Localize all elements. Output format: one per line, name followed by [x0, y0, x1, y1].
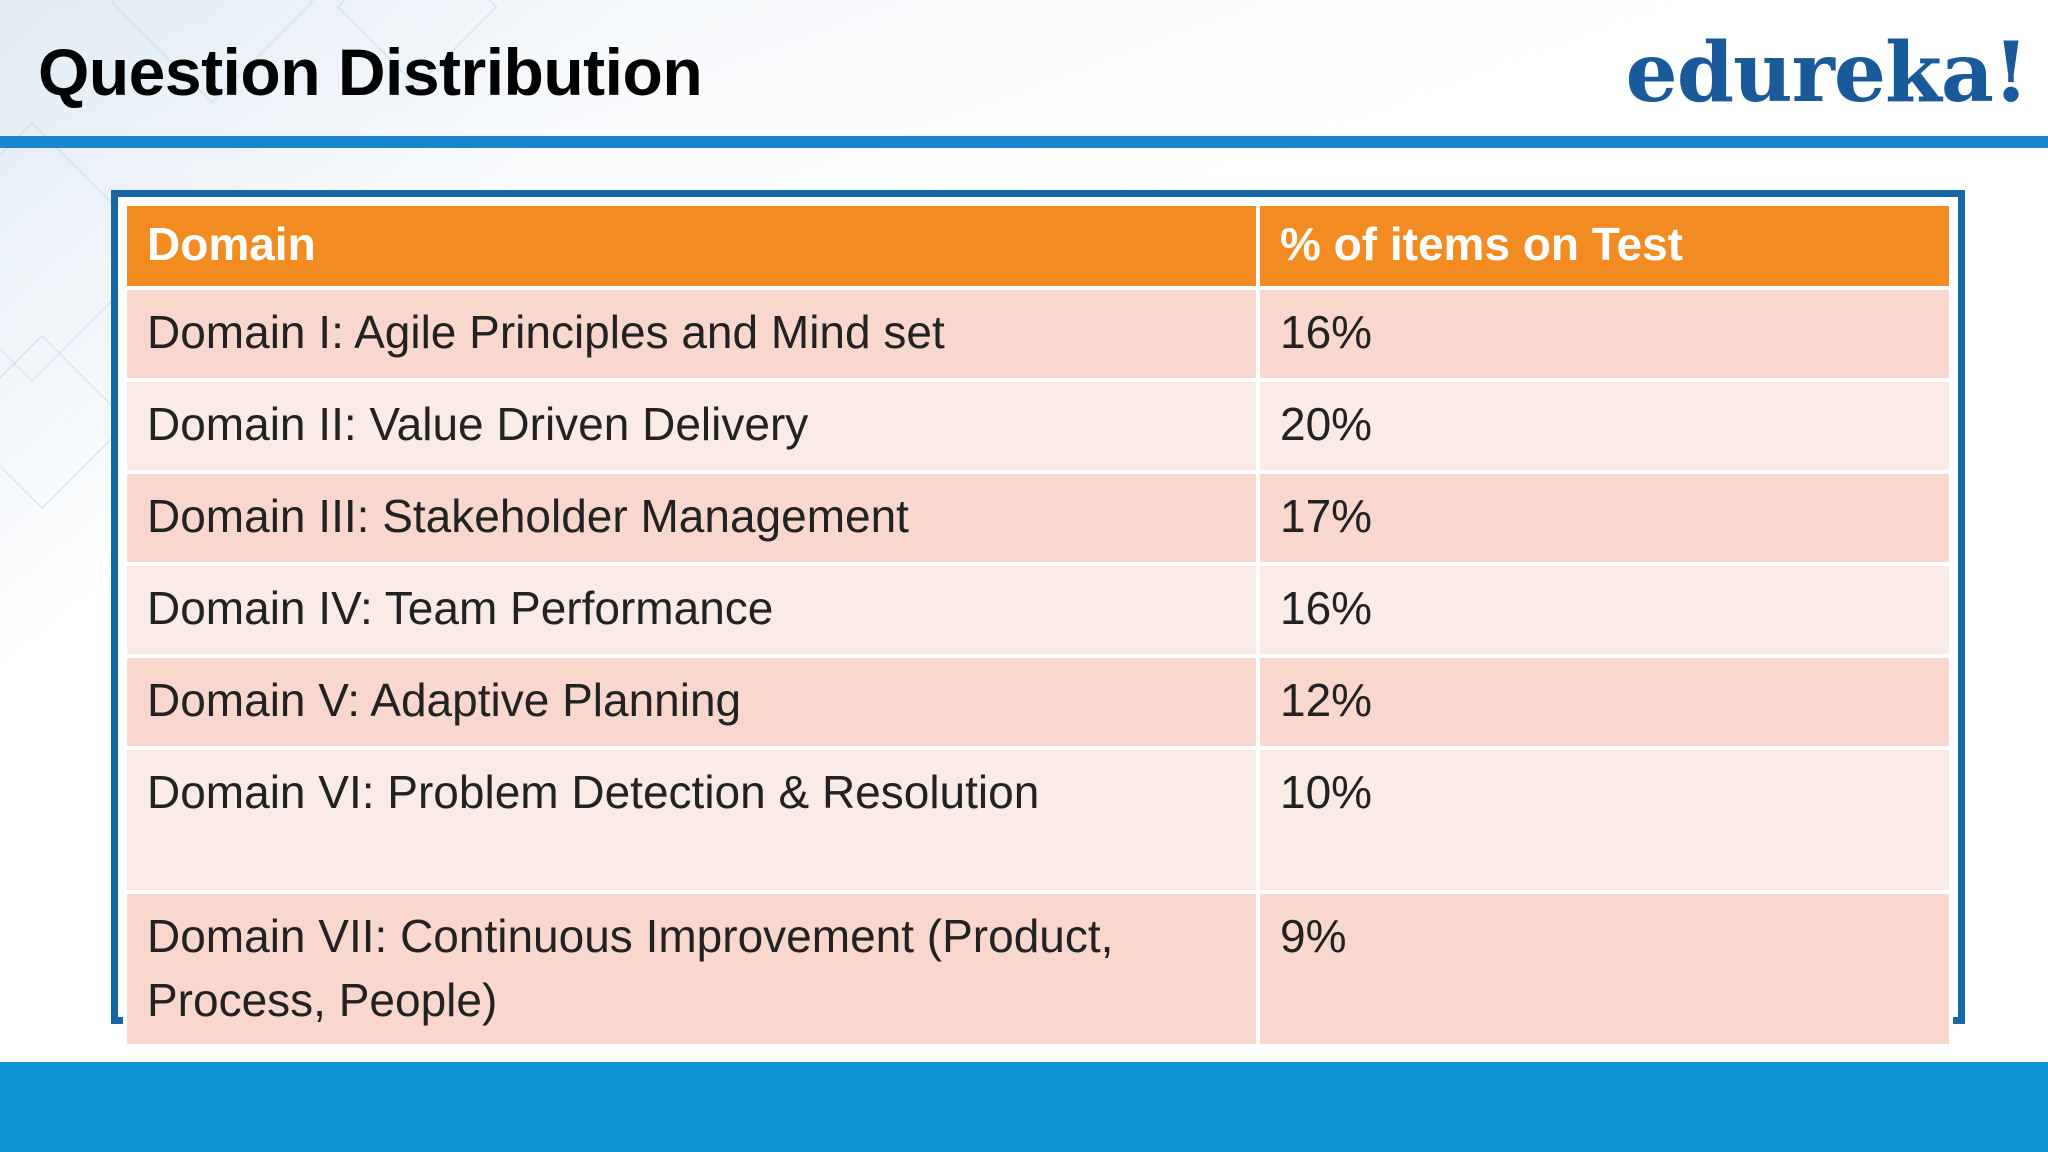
domain-cell: Domain II: Value Driven Delivery: [123, 378, 1260, 474]
table-row: Domain V: Adaptive Planning 12%: [123, 654, 1953, 750]
domain-cell: Domain III: Stakeholder Management: [123, 470, 1260, 566]
table-row: Domain VI: Problem Detection & Resolutio…: [123, 746, 1953, 894]
footer-band: [0, 1062, 2048, 1152]
domain-cell: Domain VI: Problem Detection & Resolutio…: [123, 746, 1260, 894]
page-title: Question Distribution: [38, 35, 703, 109]
domain-cell: Domain IV: Team Performance: [123, 562, 1260, 658]
percent-cell: 17%: [1256, 470, 1953, 566]
column-header-percent: % of items on Test: [1256, 202, 1953, 290]
table-container: Domain % of items on Test Domain I: Agil…: [118, 197, 1958, 1048]
table-header-row: Domain % of items on Test: [123, 202, 1953, 290]
slide-header: Question Distribution edureka!: [0, 0, 2048, 136]
domain-cell: Domain V: Adaptive Planning: [123, 654, 1260, 750]
percent-cell: 9%: [1256, 890, 1953, 1048]
question-distribution-table: Domain % of items on Test Domain I: Agil…: [123, 202, 1953, 1048]
percent-cell: 20%: [1256, 378, 1953, 474]
percent-cell: 16%: [1256, 286, 1953, 382]
domain-cell: Domain I: Agile Principles and Mind set: [123, 286, 1260, 382]
question-distribution-table-frame: Domain % of items on Test Domain I: Agil…: [111, 190, 1965, 1048]
domain-cell: Domain VII: Continuous Improvement (Prod…: [123, 890, 1260, 1048]
table-row: Domain IV: Team Performance 16%: [123, 562, 1953, 658]
percent-cell: 10%: [1256, 746, 1953, 894]
table-row: Domain III: Stakeholder Management 17%: [123, 470, 1953, 566]
table-row: Domain II: Value Driven Delivery 20%: [123, 378, 1953, 474]
table-row: Domain I: Agile Principles and Mind set …: [123, 286, 1953, 382]
percent-cell: 16%: [1256, 562, 1953, 658]
percent-cell: 12%: [1256, 654, 1953, 750]
header-divider: [0, 136, 2048, 148]
table-row: Domain VII: Continuous Improvement (Prod…: [123, 890, 1953, 1048]
edureka-logo: edureka!: [1625, 25, 2029, 121]
column-header-domain: Domain: [123, 202, 1260, 290]
